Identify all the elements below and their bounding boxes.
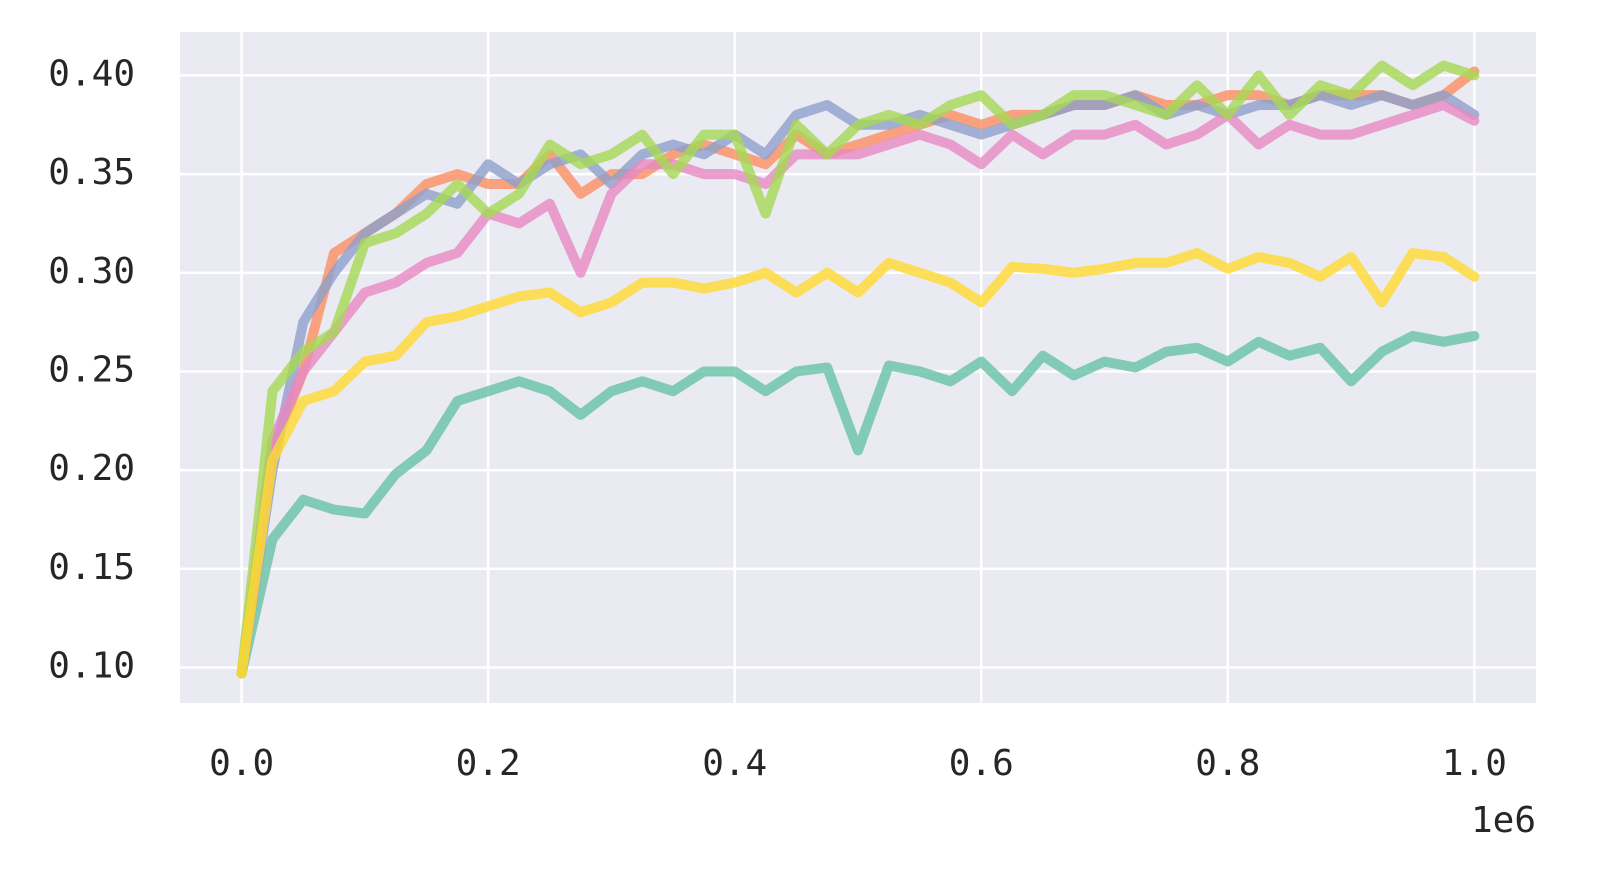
y-tick-label: 0.20 xyxy=(48,448,135,489)
x-tick-label: 1.0 xyxy=(1442,743,1507,784)
y-tick-label: 0.35 xyxy=(48,152,135,193)
y-tick-label: 0.25 xyxy=(48,349,135,390)
x-tick-label: 0.6 xyxy=(949,743,1014,784)
x-offset-label: 1e6 xyxy=(1471,800,1536,841)
x-tick-label: 0.8 xyxy=(1195,743,1260,784)
series-line xyxy=(236,330,1480,679)
x-tick-label: 0.4 xyxy=(702,743,767,784)
y-tick-label: 0.40 xyxy=(48,53,135,94)
series-line xyxy=(236,66,1480,679)
series-line xyxy=(236,60,1480,679)
y-tick-label: 0.10 xyxy=(48,645,135,686)
y-tick-label: 0.15 xyxy=(48,547,135,588)
series-line xyxy=(236,100,1480,679)
series-line xyxy=(236,248,1480,679)
y-tick-label: 0.30 xyxy=(48,251,135,292)
x-tick-label: 0.2 xyxy=(456,743,521,784)
x-tick-label: 0.0 xyxy=(209,743,274,784)
